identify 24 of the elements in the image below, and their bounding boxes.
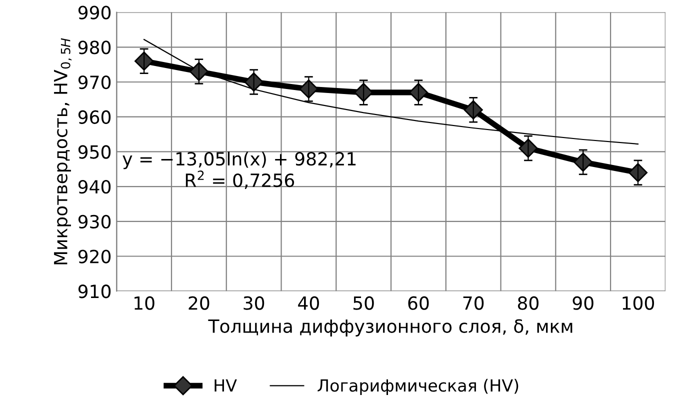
annotation: y = −13,05ln(x) + 982,21 R$^{2}$ = 0,7256: [122, 152, 356, 189]
x-tick-label: 10: [134, 296, 154, 310]
x-tick-label: 80: [518, 296, 539, 310]
legend-label: HV: [214, 379, 237, 392]
x-tick-label: 100: [622, 296, 654, 310]
y-tick-label: 960: [78, 110, 111, 124]
x-tick-label: 30: [244, 296, 264, 310]
y-tick-label: 910: [78, 284, 111, 298]
x-tick-label: 40: [298, 296, 319, 310]
x-tick-label: 20: [188, 296, 210, 310]
x-tick-label: 70: [463, 296, 484, 310]
x-axis-title: Толщина диффузионного слоя, δ, мкм: [208, 319, 572, 336]
x-tick-label: 60: [408, 296, 429, 310]
legend-label: Логарифмическая (HV): [318, 378, 518, 395]
x-tick-label: 50: [353, 296, 374, 310]
y-tick-label: 930: [78, 214, 111, 229]
y-tick-label: 920: [78, 250, 111, 264]
y-axis-title: Микротвердость, HV$_{0,5H}$: [54, 38, 72, 264]
y-tick-label: 980: [78, 40, 111, 54]
y-tick-label: 970: [78, 75, 111, 90]
y-tick-label: 940: [78, 180, 111, 194]
y-tick-label: 950: [78, 145, 111, 159]
x-tick-label: 90: [572, 296, 594, 310]
y-tick-label: 990: [78, 6, 111, 20]
